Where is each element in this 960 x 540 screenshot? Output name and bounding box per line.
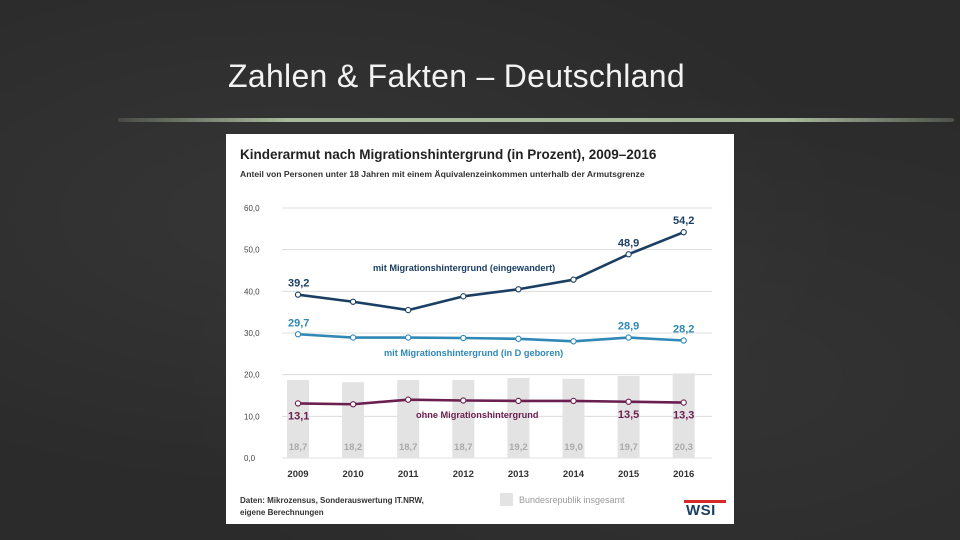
bar-value-label: 19,0 bbox=[564, 442, 583, 453]
series-point bbox=[570, 276, 577, 283]
point-value-label: 39,2 bbox=[288, 278, 309, 290]
y-tick-label: 40,0 bbox=[244, 287, 260, 296]
y-tick-label: 30,0 bbox=[244, 329, 260, 338]
y-tick-label: 50,0 bbox=[244, 246, 260, 255]
legend-swatch-bundesrepublik bbox=[500, 493, 513, 506]
series-line bbox=[297, 398, 684, 406]
x-tick-label: 2010 bbox=[343, 469, 364, 480]
bar-value-label: 19,7 bbox=[619, 442, 638, 453]
point-value-label: 13,5 bbox=[618, 409, 639, 421]
series-point bbox=[349, 298, 357, 305]
y-tick-label: 0,0 bbox=[244, 454, 256, 463]
x-tick-label: 2009 bbox=[287, 469, 308, 480]
x-tick-label: 2011 bbox=[398, 469, 419, 480]
point-value-label: 28,2 bbox=[673, 324, 694, 336]
series-point bbox=[625, 251, 632, 258]
point-value-label: 28,9 bbox=[618, 321, 639, 333]
series-point bbox=[515, 286, 522, 293]
point-value-label: 29,7 bbox=[288, 317, 309, 329]
lines bbox=[294, 229, 687, 408]
series-point bbox=[405, 396, 412, 403]
series-point bbox=[294, 400, 302, 407]
point-value-label: 54,2 bbox=[673, 215, 694, 227]
series-point bbox=[625, 334, 632, 341]
x-tick-label: 2015 bbox=[618, 469, 640, 480]
bar-bundesrepublik bbox=[562, 378, 585, 458]
x-tick-label: 2014 bbox=[563, 469, 585, 480]
wsi-logo: WSI bbox=[684, 500, 726, 519]
bar-value-label: 18,2 bbox=[344, 442, 363, 453]
chart-card: Kinderarmut nach Migrationshintergrund (… bbox=[226, 134, 734, 524]
series-point bbox=[460, 397, 467, 404]
series-point bbox=[294, 291, 302, 298]
series-point bbox=[349, 401, 357, 408]
bar-bundesrepublik bbox=[287, 380, 309, 458]
bar-bundesrepublik bbox=[342, 382, 365, 458]
legend-label-bundesrepublik: Bundesrepublik insgesamt bbox=[519, 495, 625, 505]
series-point bbox=[515, 335, 522, 342]
chart-subtitle: Anteil von Personen unter 18 Jahren mit … bbox=[240, 169, 645, 179]
series-point bbox=[515, 397, 522, 405]
title-divider bbox=[118, 118, 954, 122]
series-point bbox=[405, 306, 412, 314]
bar-value-label: 18,7 bbox=[289, 442, 308, 453]
series-point bbox=[570, 338, 577, 345]
series-point bbox=[570, 397, 577, 405]
source-line-2: eigene Berechnungen bbox=[240, 508, 324, 517]
bar-bundesrepublik bbox=[617, 375, 640, 458]
series-line bbox=[297, 230, 685, 312]
x-tick-label: 2012 bbox=[453, 469, 474, 480]
x-tick-label: 2016 bbox=[673, 469, 694, 480]
series-point bbox=[349, 334, 357, 341]
y-tick-label: 60,0 bbox=[244, 204, 260, 213]
series-name-label: ohne Migrationshintergrund bbox=[416, 410, 539, 420]
series-name-label: mit Migrationshintergrund (in D geboren) bbox=[384, 348, 563, 358]
series-point bbox=[460, 293, 467, 300]
y-tick-label: 10,0 bbox=[244, 412, 260, 421]
bar-value-label: 18,7 bbox=[454, 442, 473, 453]
point-value-label: 13,1 bbox=[288, 410, 309, 422]
x-tick-label: 2013 bbox=[508, 469, 529, 480]
series-point bbox=[294, 331, 302, 338]
series-point bbox=[680, 229, 687, 236]
bar-bundesrepublik bbox=[672, 373, 695, 458]
bar-value-label: 18,7 bbox=[399, 442, 418, 453]
y-tick-label: 20,0 bbox=[244, 371, 260, 380]
series-point bbox=[460, 334, 467, 342]
series-point bbox=[405, 334, 412, 341]
series-point bbox=[680, 399, 687, 406]
point-value-label: 48,9 bbox=[618, 237, 639, 249]
wsi-logo-text: WSI bbox=[686, 502, 716, 519]
chart-svg: Kinderarmut nach Migrationshintergrund (… bbox=[240, 147, 726, 519]
chart-title: Kinderarmut nach Migrationshintergrund (… bbox=[240, 147, 657, 162]
labels: 60,0 50,0 40,0 30,0 20,0 10,0 0,0 2009 2010 2011 2… bbox=[244, 204, 694, 480]
bar-value-label: 19,2 bbox=[509, 442, 528, 453]
series-point bbox=[680, 337, 687, 344]
bar-value-label: 20,3 bbox=[674, 442, 693, 453]
series-point bbox=[625, 398, 632, 405]
source-line-1: Daten: Mikrozensus, Sonderauswertung IT.… bbox=[240, 496, 424, 505]
point-value-label: 13,3 bbox=[673, 410, 694, 422]
bar-bundesrepublik bbox=[507, 378, 530, 458]
series-name-label: mit Migrationshintergrund (eingewandert) bbox=[373, 263, 555, 273]
series-line bbox=[297, 332, 684, 343]
slide-title: Zahlen & Fakten – Deutschland bbox=[228, 58, 685, 94]
